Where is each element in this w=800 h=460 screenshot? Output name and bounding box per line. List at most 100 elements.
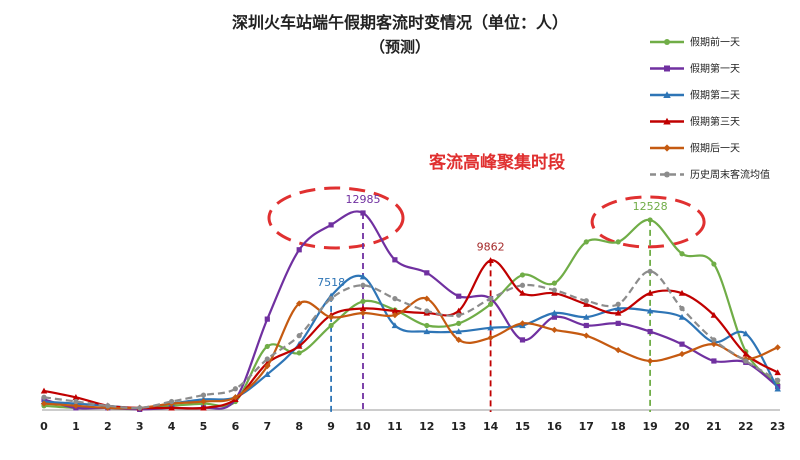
x-tick-label-23: 23 bbox=[770, 420, 785, 433]
x-tick-label-4: 4 bbox=[168, 420, 176, 433]
series-0 bbox=[41, 217, 781, 412]
series-5-point-7 bbox=[264, 356, 270, 362]
series-5-point-20 bbox=[679, 305, 685, 312]
series-0-point-15 bbox=[519, 272, 526, 278]
series-4-point-21 bbox=[710, 341, 718, 348]
series-1-point-15 bbox=[519, 337, 526, 343]
series-3-point-10 bbox=[359, 305, 367, 312]
series-2-point-19 bbox=[646, 307, 654, 314]
series-5-point-6 bbox=[232, 386, 238, 392]
series-0-point-7 bbox=[264, 343, 270, 350]
series-3-point-16 bbox=[551, 289, 558, 296]
series-3-point-20 bbox=[678, 289, 686, 296]
legend-item-2: 假期第二天 bbox=[650, 89, 740, 102]
series-3-point-17 bbox=[583, 300, 590, 307]
series-0-point-13 bbox=[456, 320, 462, 326]
series-1-point-10 bbox=[360, 210, 366, 216]
x-tick-label-7: 7 bbox=[263, 420, 271, 433]
series-0-point-12 bbox=[424, 322, 430, 329]
series-4-point-20 bbox=[678, 350, 686, 358]
series-5-point-0 bbox=[41, 394, 47, 400]
legend-item-0: 假期前一天 bbox=[650, 36, 740, 49]
series-5-point-21 bbox=[711, 337, 717, 343]
series-4-point-23 bbox=[774, 344, 781, 351]
x-tick-label-14: 14 bbox=[483, 420, 499, 433]
legend-label-0: 假期前一天 bbox=[690, 36, 740, 49]
series-2-point-10 bbox=[359, 273, 367, 280]
peak-ellipse-morning bbox=[267, 186, 405, 250]
series-4-point-15 bbox=[519, 320, 526, 327]
series-4-point-10 bbox=[359, 309, 367, 317]
legend-swatch-marker-3 bbox=[663, 117, 671, 125]
x-tick-labels: 0 1 2 3 4 5 6 7 8 9 10 11 12 13 14 15 16 17 18 19 20 21 22 23 bbox=[40, 420, 785, 433]
series-1-point-20 bbox=[679, 341, 685, 347]
series-4-point-7 bbox=[264, 363, 271, 370]
series-1-point-21 bbox=[711, 358, 717, 364]
series-3-point-4 bbox=[168, 404, 175, 411]
series-0-point-10 bbox=[360, 298, 366, 304]
series-4-point-12 bbox=[423, 295, 430, 302]
x-tick-label-15: 15 bbox=[515, 420, 530, 433]
series-5-point-9 bbox=[328, 296, 334, 302]
series-1-point-19 bbox=[647, 328, 653, 335]
series-3-point-0 bbox=[40, 387, 48, 394]
series-3-point-22 bbox=[742, 350, 750, 357]
legend-swatch-marker-0 bbox=[664, 39, 670, 45]
x-tick-label-6: 6 bbox=[232, 420, 240, 433]
series-2-point-12 bbox=[423, 328, 431, 335]
series-1-point-18 bbox=[615, 320, 621, 326]
peak-label-1: 12528 bbox=[633, 200, 668, 213]
legend-label-5: 历史周末客流均值 bbox=[690, 168, 770, 181]
series-4-point-19 bbox=[646, 357, 654, 365]
series-4-point-1 bbox=[72, 402, 80, 409]
series-4-point-5 bbox=[200, 398, 207, 405]
series-5-point-5 bbox=[200, 392, 207, 398]
x-tick-label-22: 22 bbox=[738, 420, 753, 433]
series-4-point-11 bbox=[391, 312, 399, 319]
series-5-point-3 bbox=[137, 405, 143, 411]
series-5-point-17 bbox=[583, 298, 589, 304]
series-4-point-17 bbox=[583, 332, 590, 339]
legend-label-4: 假期后一天 bbox=[690, 142, 740, 155]
x-tick-label-17: 17 bbox=[579, 420, 594, 433]
series-5-point-8 bbox=[296, 333, 302, 339]
peak-label-3: 7518 bbox=[317, 276, 345, 289]
series-3-point-23 bbox=[774, 369, 781, 376]
series-4-point-13 bbox=[455, 336, 462, 344]
series-0-point-17 bbox=[583, 239, 589, 245]
series-1-point-9 bbox=[328, 222, 334, 228]
x-tick-label-18: 18 bbox=[611, 420, 626, 433]
series-3 bbox=[40, 257, 781, 411]
series-1-point-7 bbox=[264, 316, 270, 322]
series-0-point-16 bbox=[551, 280, 558, 286]
legend-swatch-marker-1 bbox=[664, 65, 670, 72]
series-line-3 bbox=[43, 259, 779, 410]
legend-swatch-marker-2 bbox=[663, 91, 671, 98]
series-2 bbox=[40, 273, 781, 411]
peak-annotation-text: 客流高峰聚集时段 bbox=[428, 152, 565, 173]
series-2-point-18 bbox=[614, 305, 622, 312]
series-4-point-8 bbox=[296, 300, 303, 307]
series-0-point-21 bbox=[711, 261, 717, 267]
x-tick-label-11: 11 bbox=[387, 420, 402, 433]
series-2-point-7 bbox=[264, 371, 271, 377]
series-1-point-11 bbox=[392, 257, 398, 263]
x-tick-label-12: 12 bbox=[419, 420, 434, 433]
series-2-point-16 bbox=[551, 309, 558, 316]
series-2-point-23 bbox=[774, 385, 781, 392]
series-5 bbox=[41, 268, 781, 411]
series-1-point-16 bbox=[551, 314, 557, 320]
series-1-point-8 bbox=[296, 247, 302, 253]
series-2-point-17 bbox=[583, 313, 590, 320]
series-5-point-15 bbox=[519, 282, 526, 288]
peak-annotation-group: 客流高峰聚集时段 bbox=[267, 152, 706, 250]
series-2-point-14 bbox=[487, 324, 494, 331]
series-5-point-23 bbox=[775, 377, 781, 383]
series-1-point-13 bbox=[456, 293, 462, 299]
legend-swatch-marker-4 bbox=[663, 144, 671, 152]
series-0-point-20 bbox=[679, 251, 685, 257]
legend-item-5: 历史周末客流均值 bbox=[650, 168, 770, 181]
series-2-point-22 bbox=[742, 330, 750, 337]
